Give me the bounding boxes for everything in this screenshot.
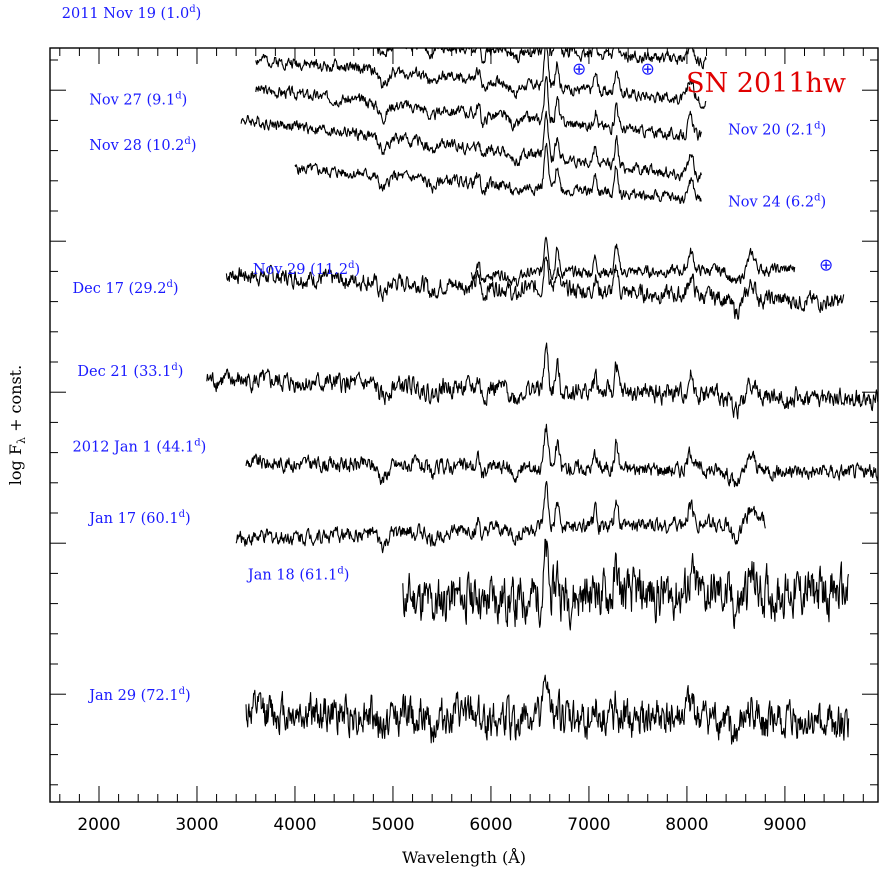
x-tick-label: 3000 [175, 815, 218, 835]
epoch-label-7: Dec 21 (33.1d) [77, 362, 183, 380]
epoch-label-2: Nov 27 (9.1d) [89, 91, 187, 109]
spectrum-line-2 [255, 75, 702, 141]
chart-title: SN 2011hw [686, 68, 846, 99]
epoch-label-6: Dec 17 (29.2d) [73, 279, 179, 297]
epoch-label-0: 2011 Nov 19 (1.0d) [62, 4, 202, 22]
x-tick-label: 8000 [665, 815, 708, 835]
telluric-markers: ⊕ ⊕ ⊕ [572, 59, 833, 275]
epoch-label-9: Jan 17 (60.1d) [87, 509, 191, 527]
x-axis-label: Wavelength (Å) [402, 847, 526, 867]
x-tick-label: 2000 [77, 815, 120, 835]
spectrum-line-10 [402, 538, 849, 631]
y-axis-label: log Fλ + const. [6, 365, 28, 485]
spectrum-line-3 [240, 110, 702, 183]
epoch-label-5: Nov 29 (11.2d) [253, 260, 360, 278]
spectrum-line-11 [245, 674, 850, 745]
x-tick-label: 6000 [469, 815, 512, 835]
epoch-label-8: 2012 Jan 1 (44.1d) [73, 437, 207, 455]
spectrum-line-5 [470, 236, 796, 287]
x-tick-label: 4000 [273, 815, 316, 835]
x-tick-label: 7000 [567, 815, 610, 835]
spectrum-line-8 [245, 423, 879, 488]
epoch-label-11: Jan 29 (72.1d) [87, 686, 191, 704]
spectrum-line-7 [206, 342, 879, 420]
telluric-marker-1: ⊕ [641, 59, 655, 79]
x-tick-label: 9000 [763, 815, 806, 835]
plot-frame [49, 47, 879, 803]
y-ticks [50, 59, 878, 786]
spectrum-line-9 [235, 480, 766, 554]
telluric-marker-2: ⊕ [819, 255, 833, 275]
spectrum-line-1 [255, 47, 707, 109]
epoch-label-10: Jan 18 (61.1d) [246, 566, 350, 584]
epoch-labels: 2011 Nov 19 (1.0d) Nov 20 (2.1d) Nov 27 (9… [62, 4, 826, 704]
x-ticks: 2000 3000 4000 5000 6000 7000 8000 9000 [59, 48, 864, 835]
spectrum-line-6 [225, 256, 845, 320]
epoch-label-1: Nov 20 (2.1d) [728, 121, 826, 139]
epoch-label-3: Nov 28 (10.2d) [89, 136, 196, 154]
x-tick-label: 5000 [371, 815, 414, 835]
telluric-marker-0: ⊕ [572, 59, 586, 79]
spectra-lines [206, 47, 879, 745]
spectrum-line-4 [294, 142, 702, 205]
epoch-label-4: Nov 24 (6.2d) [728, 192, 826, 210]
